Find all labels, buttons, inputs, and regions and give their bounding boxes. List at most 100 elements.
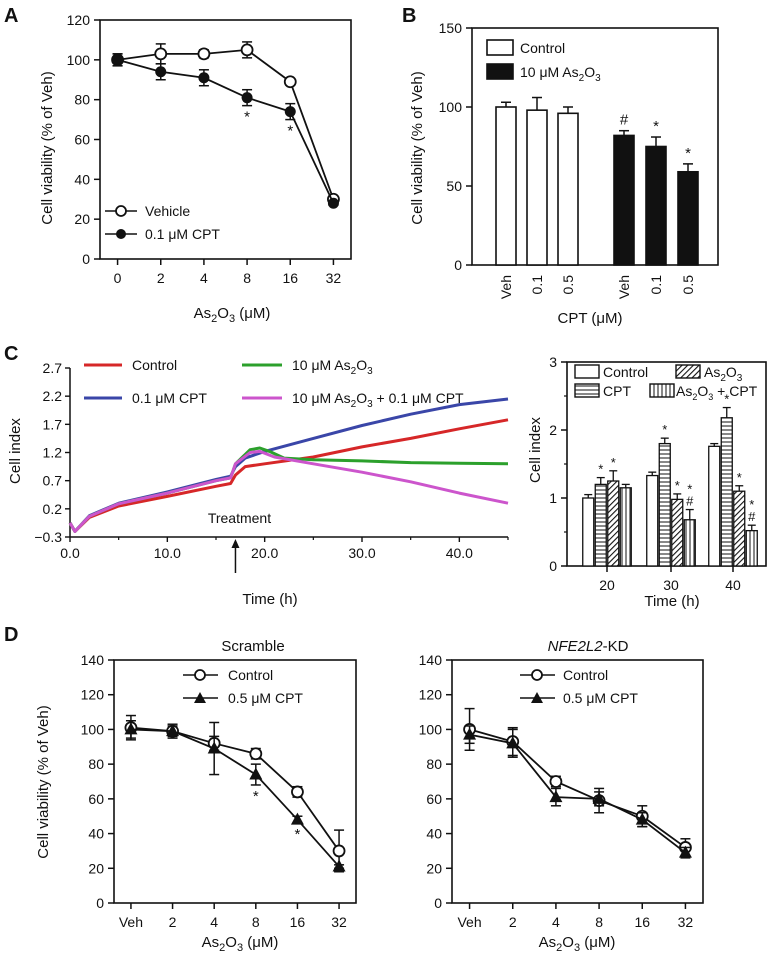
series-line: [469, 733, 686, 854]
y-tick-label: 120: [81, 687, 105, 703]
data-point: [197, 47, 211, 61]
legend-cpt: 0.5 μM CPT: [563, 690, 638, 706]
panel-label-d: D: [4, 624, 18, 646]
data-point: [283, 75, 297, 89]
x-tick-label: 0.0: [60, 545, 80, 561]
data-point: [678, 845, 692, 858]
panel-c-right-x-axis-label: Time (h): [644, 593, 699, 610]
data-point: [241, 92, 253, 104]
x-tick-label: Veh: [119, 914, 143, 930]
data-point: [284, 106, 296, 118]
x-tick-label: 4: [210, 914, 218, 930]
x-tick-label: 0.5: [680, 275, 696, 295]
x-tick-label: 20: [599, 577, 615, 593]
data-point: [506, 736, 520, 749]
x-tick-label: 16: [290, 914, 306, 930]
data-point: [124, 722, 138, 735]
x-tick-label: 30: [663, 577, 679, 593]
y-tick-label: 3: [549, 354, 557, 370]
panel-d-left: D Scramble Cell viability (% of Veh) 020…: [4, 624, 357, 954]
x-tick-label: 8: [252, 914, 260, 930]
y-tick-label: 2.2: [43, 388, 63, 404]
bar: [613, 134, 635, 266]
y-tick-label: 40: [74, 171, 90, 187]
data-point: [549, 775, 563, 788]
y-tick-label: 0: [96, 895, 104, 911]
x-tick-label: 8: [243, 270, 251, 286]
bar: [720, 417, 733, 567]
legend-filled-triangle-icon: [531, 692, 543, 703]
panel-b-y-axis-label: Cell viability (% of Veh): [409, 71, 426, 224]
y-tick-label: 100: [67, 52, 91, 68]
y-tick-label: 80: [88, 756, 104, 772]
series-line: [117, 58, 335, 204]
y-tick-label: 2.7: [43, 360, 63, 376]
significance-mark: *: [724, 392, 729, 407]
significance-mark: *: [253, 788, 259, 805]
y-tick-label: 80: [426, 756, 442, 772]
significance-mark: *: [675, 478, 680, 493]
y-tick-label: 20: [426, 860, 442, 876]
y-tick-label: 1: [549, 490, 557, 506]
significance-mark: #: [620, 112, 629, 129]
data-point: [154, 47, 168, 61]
legend-as2o3: 10 μM As2O3: [292, 357, 373, 377]
y-tick-label: −0.3: [34, 529, 62, 545]
series-line: [68, 418, 509, 533]
series-line: [130, 728, 340, 868]
data-point: [112, 54, 124, 66]
bar: [733, 490, 746, 567]
series-line: [117, 48, 335, 200]
significance-mark: *: [749, 497, 754, 512]
y-tick-label: 1.7: [43, 416, 63, 432]
legend-control: Control: [563, 667, 608, 683]
y-tick-label: 140: [81, 652, 105, 668]
x-tick-label: 2: [157, 270, 165, 286]
panel-a-plot: 0 20 40 60 80 100 120 0 2 4 8 16 32 * *: [67, 12, 352, 286]
y-tick-label: 100: [81, 721, 105, 737]
panel-c-left-plot: −0.3 0.2 0.7 1.2 1.7 2.2 2.7 0.0 10.0 20.0 30.0 40.…: [34, 360, 509, 573]
x-tick-label: 32: [326, 270, 342, 286]
x-tick-label: 4: [552, 914, 560, 930]
data-point: [240, 43, 254, 57]
data-point: [327, 197, 339, 209]
series-line: [469, 728, 686, 849]
x-tick-label: 32: [331, 914, 347, 930]
significance-mark: *: [737, 470, 742, 485]
y-tick-label: 1.2: [43, 445, 63, 461]
legend-open-circle-icon: [115, 205, 127, 217]
panel-c-y-axis-label: Cell index: [7, 418, 24, 484]
bar: [708, 445, 721, 567]
panel-label-b: B: [402, 5, 416, 27]
legend-vehicle: Vehicle: [145, 203, 190, 219]
legend-filled-circle-icon: [116, 229, 126, 239]
panel-a: A Cell viability (% of Veh) 020406080100…: [4, 5, 352, 325]
plot-frame: [471, 27, 719, 266]
legend-control: Control: [520, 40, 565, 56]
legend-as2o3: 10 μM As2O3: [520, 64, 601, 84]
x-tick-label: 30.0: [348, 545, 375, 561]
legend-cpt: 0.1 μM CPT: [132, 390, 207, 406]
y-tick-label: 0: [549, 558, 557, 574]
legend-cpt: CPT: [603, 383, 631, 399]
panel-b: B Cell viability (% of Veh) 0 50 100 150 Veh…: [402, 5, 719, 327]
panel-d-right-legend: Control 0.5 μM CPT: [520, 667, 638, 706]
panel-b-x-axis-label: CPT (μM): [557, 310, 622, 327]
legend-control: Control: [228, 667, 273, 683]
legend-control: Control: [132, 357, 177, 373]
plot-frame: [99, 19, 352, 260]
y-tick-label: 0.7: [43, 473, 63, 489]
panel-label-c: C: [4, 343, 18, 365]
series-line: [68, 397, 509, 533]
panel-c-left: C Cell index −0.3 0.2 0.7 1.2 1.7 2.2 2.7 0.0 10…: [4, 343, 509, 608]
x-tick-label: 8: [595, 914, 603, 930]
data-point: [166, 724, 180, 737]
legend-as2o3: As2O3: [704, 364, 743, 384]
bar: [594, 483, 607, 567]
legend-as2o3-box-icon: [675, 364, 701, 379]
y-tick-label: 0.2: [43, 501, 63, 517]
x-tick-label: 2: [169, 914, 177, 930]
bar: [683, 519, 696, 567]
x-tick-label: 32: [678, 914, 694, 930]
